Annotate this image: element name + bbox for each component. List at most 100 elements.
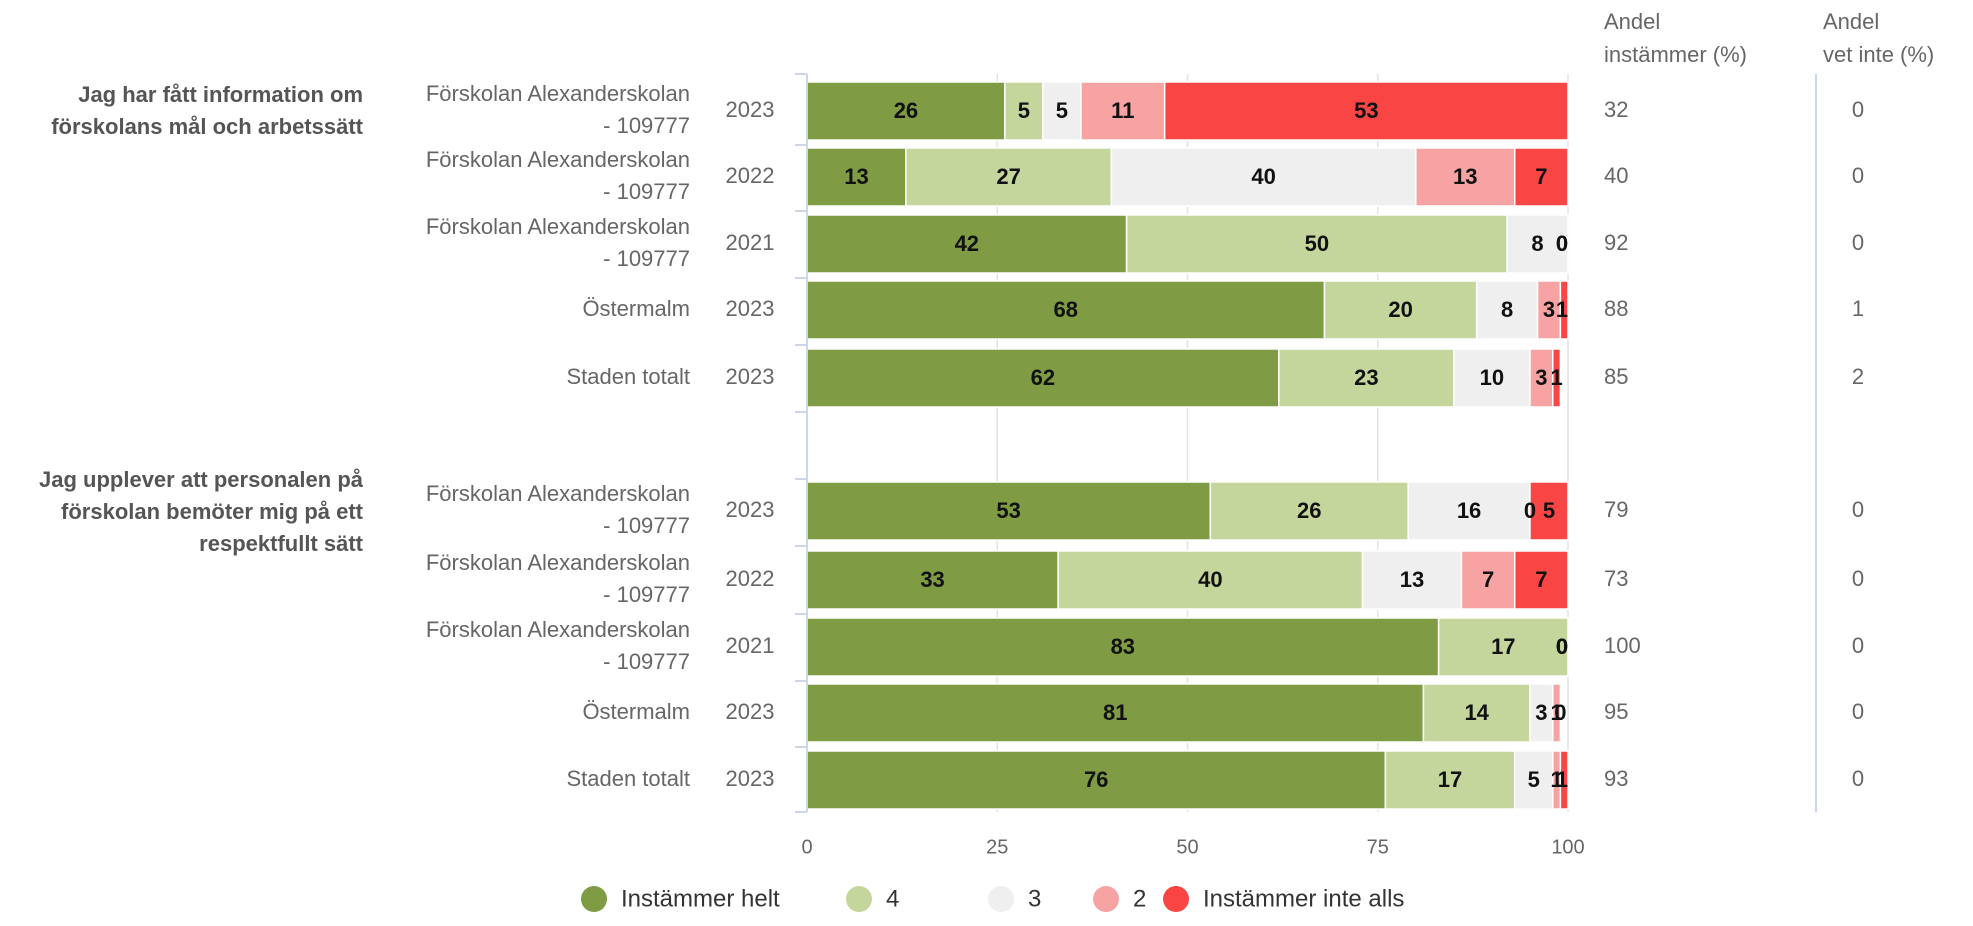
- dontknow-value: 0: [1852, 97, 1864, 122]
- x-tick-label: 50: [1176, 836, 1198, 858]
- entity-label: Förskolan Alexanderskolan: [426, 617, 690, 642]
- agree-value: 85: [1604, 364, 1628, 389]
- data-label: 0: [1556, 231, 1568, 256]
- question-label: Jag upplever att personalen på: [39, 467, 364, 492]
- data-label: 68: [1053, 297, 1077, 322]
- legend-marker[interactable]: [1093, 886, 1119, 912]
- bar-segment: [1057, 550, 1364, 610]
- data-label: 53: [996, 498, 1020, 523]
- data-label: 17: [1438, 767, 1462, 792]
- bar-segment: [806, 348, 1280, 408]
- legend-label: 2: [1133, 885, 1146, 912]
- data-label: 8: [1501, 297, 1513, 322]
- bar-segment: [1559, 750, 1569, 810]
- data-label: 83: [1111, 634, 1135, 659]
- bar-segment: [1460, 550, 1516, 610]
- data-label: 0: [1556, 634, 1568, 659]
- data-label: 53: [1354, 98, 1378, 123]
- question-label: förskolans mål och arbetssätt: [51, 114, 363, 139]
- question-label: Jag har fått information om: [78, 82, 363, 107]
- data-label: 23: [1354, 365, 1378, 390]
- agree-value: 92: [1604, 230, 1628, 255]
- entity-label: - 109777: [603, 649, 690, 674]
- agree-value: 79: [1604, 497, 1628, 522]
- dontknow-value: 0: [1852, 230, 1864, 255]
- bar-segment: [1513, 550, 1569, 610]
- agree-column-header: Andel: [1604, 9, 1660, 34]
- data-label: 0: [1556, 231, 1568, 256]
- data-label: 7: [1535, 164, 1547, 189]
- entity-label: - 109777: [603, 513, 690, 538]
- entity-label: Förskolan Alexanderskolan: [426, 214, 690, 239]
- data-label: 3: [1543, 297, 1555, 322]
- x-axis: 0 25 50 75 100: [795, 73, 1817, 858]
- legend-marker[interactable]: [846, 886, 872, 912]
- labels: Andel instämmer (%) Andel vet inte (%) Jag h…: [39, 9, 1934, 792]
- entity-label: - 109777: [603, 582, 690, 607]
- legend-label: Instämmer helt: [621, 885, 780, 912]
- year-label: 2023: [726, 699, 775, 724]
- data-label: 10: [1480, 365, 1504, 390]
- data-label: 3: [1535, 700, 1547, 725]
- bar-segment: [1415, 147, 1516, 207]
- data-label: 7: [1482, 567, 1494, 592]
- dontknow-value: 0: [1852, 633, 1864, 658]
- bar-segment: [806, 683, 1425, 743]
- dontknow-value: 0: [1852, 497, 1864, 522]
- data-label: 42: [955, 231, 979, 256]
- data-label: 0: [1556, 634, 1568, 659]
- x-tick-label: 100: [1551, 836, 1584, 858]
- agree-value: 95: [1604, 699, 1628, 724]
- year-label: 2021: [726, 633, 775, 658]
- legend[interactable]: Instämmer helt 4 3 2 Instämmer inte alls: [581, 885, 1404, 912]
- legend-label: Instämmer inte alls: [1203, 885, 1404, 912]
- data-label: 3: [1535, 365, 1547, 390]
- bar-segment: [1042, 81, 1082, 141]
- bar-segment: [1559, 280, 1569, 340]
- year-label: 2023: [726, 364, 775, 389]
- entity-label: Förskolan Alexanderskolan: [426, 550, 690, 575]
- agree-value: 88: [1604, 296, 1628, 321]
- data-label: 40: [1251, 164, 1275, 189]
- year-label: 2023: [726, 296, 775, 321]
- bar-segment: [1529, 481, 1569, 541]
- entity-label: Staden totalt: [566, 364, 690, 389]
- x-tick-label: 0: [801, 836, 812, 858]
- agree-value: 40: [1604, 163, 1628, 188]
- bar-segment: [806, 481, 1212, 541]
- data-label: 50: [1305, 231, 1329, 256]
- data-label: 26: [894, 98, 918, 123]
- data-label: 7: [1535, 567, 1547, 592]
- bar-segment: [806, 81, 1006, 141]
- year-label: 2022: [726, 163, 775, 188]
- bar-segment: [1422, 683, 1531, 743]
- legend-marker[interactable]: [1163, 886, 1189, 912]
- legend-marker[interactable]: [581, 886, 607, 912]
- entity-label: Förskolan Alexanderskolan: [426, 81, 690, 106]
- dontknow-value: 0: [1852, 766, 1864, 791]
- data-label: 76: [1084, 767, 1108, 792]
- data-label: 1: [1550, 365, 1562, 390]
- entity-label: - 109777: [603, 246, 690, 271]
- entity-label: - 109777: [603, 113, 690, 138]
- dontknow-column-header: vet inte (%): [1823, 42, 1934, 67]
- data-label: 40: [1198, 567, 1222, 592]
- data-label: 20: [1388, 297, 1412, 322]
- year-label: 2023: [726, 766, 775, 791]
- entity-label: Förskolan Alexanderskolan: [426, 481, 690, 506]
- legend-marker[interactable]: [988, 886, 1014, 912]
- entity-label: Östermalm: [582, 699, 690, 724]
- data-label: 0: [1524, 498, 1536, 523]
- entity-label: - 109777: [603, 179, 690, 204]
- agree-value: 73: [1604, 566, 1628, 591]
- bar-segment: [1506, 214, 1569, 274]
- data-label: 8: [1531, 231, 1543, 256]
- dontknow-value: 2: [1852, 364, 1864, 389]
- bar-segment: [1163, 81, 1569, 141]
- entity-label: Staden totalt: [566, 766, 690, 791]
- x-tick-label: 75: [1367, 836, 1389, 858]
- bar-segment: [1453, 348, 1531, 408]
- data-label: 11: [1111, 98, 1134, 123]
- data-label: 62: [1031, 365, 1055, 390]
